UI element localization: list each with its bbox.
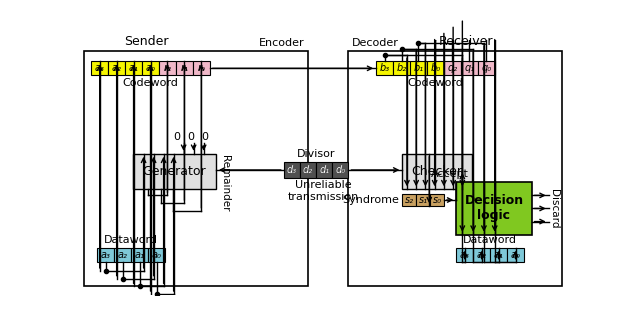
Text: s₀: s₀ xyxy=(432,195,442,205)
Text: a₃: a₃ xyxy=(460,250,469,260)
Bar xyxy=(176,61,193,75)
Bar xyxy=(193,61,210,75)
Bar xyxy=(348,51,562,286)
Bar xyxy=(416,194,430,206)
Bar xyxy=(456,248,473,262)
Bar xyxy=(108,61,125,75)
Text: Divisor: Divisor xyxy=(297,149,335,159)
Bar xyxy=(142,61,159,75)
Text: Generator: Generator xyxy=(143,165,206,178)
Text: Codeword: Codeword xyxy=(408,78,463,88)
Text: Encoder: Encoder xyxy=(259,38,305,48)
Text: d₁: d₁ xyxy=(319,165,329,175)
Bar xyxy=(114,248,131,262)
Bar xyxy=(461,61,478,75)
Bar xyxy=(490,248,507,262)
Bar xyxy=(410,61,427,75)
Text: b₁: b₁ xyxy=(413,63,423,73)
Text: a₀: a₀ xyxy=(146,63,155,73)
Bar xyxy=(97,248,114,262)
Text: Unreliable
transmission: Unreliable transmission xyxy=(287,180,358,202)
Text: s₁: s₁ xyxy=(418,195,428,205)
Text: r₀: r₀ xyxy=(198,63,205,73)
Text: 0  0  0: 0 0 0 xyxy=(174,132,208,142)
Bar xyxy=(284,161,300,178)
Text: a₃: a₃ xyxy=(101,250,111,260)
Text: a₃: a₃ xyxy=(95,63,105,73)
Text: s₂: s₂ xyxy=(404,195,414,205)
Bar xyxy=(333,161,348,178)
Text: d₁: d₁ xyxy=(319,165,329,175)
Bar xyxy=(427,61,444,75)
Text: Codeword: Codeword xyxy=(122,78,179,88)
Bar xyxy=(131,248,148,262)
Bar xyxy=(148,248,165,262)
Text: Discard: Discard xyxy=(550,189,560,228)
Text: a₁: a₁ xyxy=(493,250,504,260)
Bar xyxy=(444,61,461,75)
Text: b₃: b₃ xyxy=(379,63,390,73)
Text: d₃: d₃ xyxy=(286,165,297,175)
Bar xyxy=(316,161,333,178)
Bar xyxy=(159,61,176,75)
Text: b₂: b₂ xyxy=(396,63,406,73)
Bar xyxy=(376,61,393,75)
Bar xyxy=(478,61,495,75)
Text: Dataword: Dataword xyxy=(104,235,158,245)
Text: Accept: Accept xyxy=(431,169,469,179)
Bar xyxy=(393,61,410,75)
Text: d₂: d₂ xyxy=(303,165,313,175)
Bar xyxy=(403,194,416,206)
Text: Sender: Sender xyxy=(124,35,169,48)
Text: Decision
logic: Decision logic xyxy=(464,195,524,222)
Text: Decoder: Decoder xyxy=(351,38,398,48)
Bar xyxy=(403,154,471,189)
Text: a₀: a₀ xyxy=(151,250,162,260)
Text: Dataword: Dataword xyxy=(463,235,517,245)
Text: a₂: a₂ xyxy=(112,63,122,73)
Text: Syndrome: Syndrome xyxy=(343,195,399,205)
Text: a₁: a₁ xyxy=(129,63,139,73)
Text: a₁: a₁ xyxy=(135,250,144,260)
Bar xyxy=(473,248,490,262)
Bar xyxy=(91,61,108,75)
Bar xyxy=(300,161,316,178)
Text: q₂: q₂ xyxy=(447,63,457,73)
Text: Receiver: Receiver xyxy=(439,35,493,48)
Text: a₂: a₂ xyxy=(118,250,127,260)
Text: a₀: a₀ xyxy=(510,250,521,260)
Text: d₂: d₂ xyxy=(303,165,313,175)
Text: d₃: d₃ xyxy=(286,165,297,175)
Text: r₂: r₂ xyxy=(163,63,172,73)
Bar xyxy=(133,154,216,189)
Text: d₀: d₀ xyxy=(335,165,345,175)
Text: Remainder: Remainder xyxy=(220,155,230,211)
Text: d₀: d₀ xyxy=(335,165,345,175)
Text: a₂: a₂ xyxy=(476,250,487,260)
Bar xyxy=(456,182,532,235)
Text: q₀: q₀ xyxy=(481,63,492,73)
Text: Checker: Checker xyxy=(411,165,463,178)
Text: b₀: b₀ xyxy=(430,63,440,73)
Text: q₁: q₁ xyxy=(464,63,475,73)
Bar xyxy=(85,51,307,286)
Bar xyxy=(125,61,142,75)
Text: r₁: r₁ xyxy=(180,63,188,73)
Bar xyxy=(507,248,524,262)
Bar xyxy=(430,194,444,206)
